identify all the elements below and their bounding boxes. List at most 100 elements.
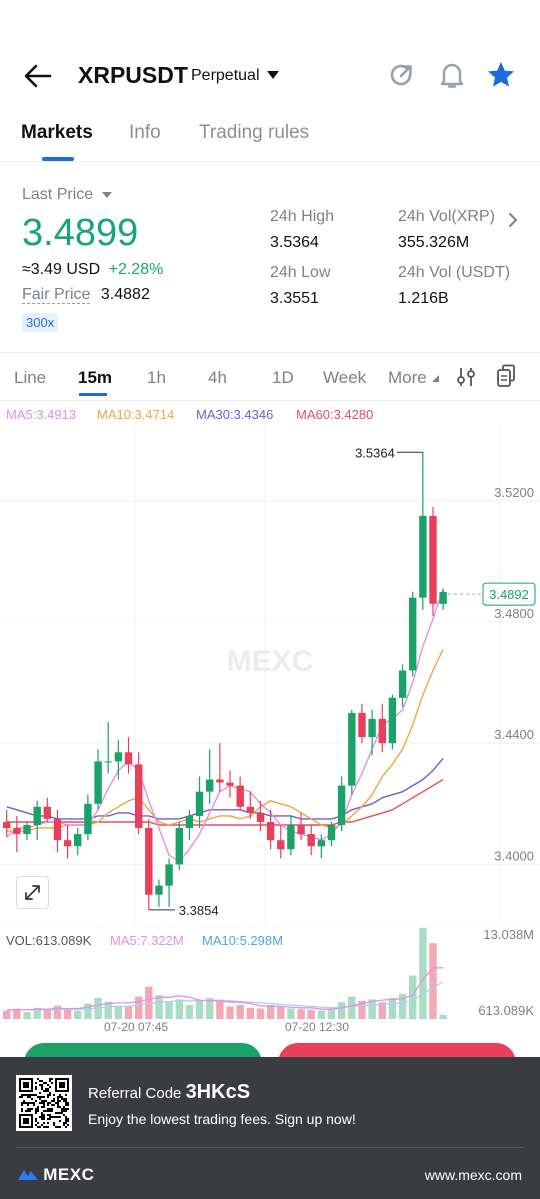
qr-module [43, 1090, 45, 1092]
qr-module [35, 1112, 37, 1114]
qr-module [45, 1126, 47, 1128]
refresh-icon[interactable] [388, 61, 416, 89]
ma60-line [6, 778, 444, 826]
tab-markets[interactable]: Markets [21, 122, 93, 143]
qr-module [41, 1116, 43, 1118]
low-marker-label: 3.3854 [179, 903, 219, 918]
volume-bar [216, 1001, 224, 1019]
qr-module [49, 1078, 51, 1080]
qr-module [55, 1112, 57, 1114]
interval-week[interactable]: Week [323, 368, 367, 387]
qr-finder [23, 1082, 29, 1088]
candle-body [398, 670, 407, 698]
volume-bar [236, 1005, 244, 1019]
volume-bar [23, 1012, 31, 1019]
qr-module [53, 1100, 55, 1102]
candle-body [94, 761, 102, 804]
volume-bar [63, 1009, 72, 1019]
candle-body [165, 864, 173, 886]
symbol-title[interactable]: XRPUSDT [78, 62, 188, 88]
fullscreen-button[interactable] [16, 876, 49, 909]
volume-bar [3, 1010, 11, 1019]
qr-module [65, 1094, 67, 1096]
qr-module [57, 1106, 59, 1108]
y-tick-label: 3.4400 [494, 727, 534, 742]
qr-module [41, 1102, 43, 1104]
qr-module [45, 1090, 47, 1092]
qr-module [41, 1086, 43, 1088]
volume-ma10-line [6, 981, 444, 1011]
candle-body [287, 825, 295, 850]
current-price-tag [482, 582, 536, 606]
change-percent: +2.28% [108, 261, 164, 278]
candlestick-chart[interactable]: MEXC 3.5200 3.4800 3.4400 3.4000 3.5364 3.38… [0, 425, 540, 925]
candle-body [378, 718, 386, 744]
contract-type-selector[interactable]: Perpetual [191, 67, 280, 85]
chevron-right-icon[interactable] [506, 211, 520, 229]
qr-module [57, 1096, 59, 1098]
last-price-selector[interactable]: Last Price [22, 186, 113, 204]
candle-body [135, 764, 143, 828]
qr-module [35, 1082, 37, 1084]
interval-4h[interactable]: 4h [208, 368, 227, 387]
qr-module [57, 1104, 59, 1106]
interval-15m[interactable]: 15m [78, 368, 113, 387]
candle-body [185, 815, 194, 828]
last-price-value: 3.4899 [22, 212, 139, 254]
qr-module [37, 1110, 39, 1112]
qr-module [41, 1112, 43, 1114]
qr-module [41, 1106, 43, 1108]
volume-chart[interactable]: 13.038M 613.089K 07-20 07:45 07-20 12:30 [0, 925, 540, 1033]
fair-price-label[interactable]: Fair Price [22, 286, 91, 304]
qr-module [43, 1082, 45, 1084]
qr-module [31, 1098, 33, 1100]
qr-module [59, 1094, 61, 1096]
back-arrow-icon[interactable] [22, 60, 54, 92]
star-icon[interactable] [486, 60, 516, 90]
qr-module [39, 1102, 41, 1104]
candle-body [195, 791, 204, 816]
volume-bar [287, 1008, 295, 1019]
qr-module [59, 1112, 61, 1114]
interval-1h[interactable]: 1h [147, 368, 166, 387]
ma30-legend: MA30:3.4346 [196, 407, 274, 422]
qr-module [49, 1080, 51, 1082]
qr-module [43, 1096, 45, 1098]
qr-finder [23, 1118, 29, 1124]
active-tab-indicator [42, 157, 74, 161]
indicator-settings-icon[interactable] [455, 366, 477, 388]
qr-module [65, 1098, 67, 1100]
referral-banner[interactable]: Referral Code 3HKcS Enjoy the lowest tra… [0, 1057, 540, 1199]
qr-module [53, 1124, 55, 1126]
qr-module [27, 1110, 29, 1112]
qr-module [35, 1100, 37, 1102]
qr-module [25, 1102, 27, 1104]
chart-copy-icon[interactable] [495, 364, 517, 388]
divider [16, 1147, 524, 1148]
candle-body [297, 825, 305, 835]
candle-body [114, 752, 123, 762]
volume-bar [206, 998, 214, 1019]
qr-module [51, 1100, 53, 1102]
tab-trading-rules[interactable]: Trading rules [199, 122, 310, 143]
qr-module [63, 1108, 65, 1110]
referral-code[interactable]: 3HKcS [185, 1081, 251, 1103]
interval-line[interactable]: Line [14, 368, 47, 387]
tab-info[interactable]: Info [129, 122, 161, 143]
interval-1d[interactable]: 1D [272, 368, 294, 387]
qr-module [63, 1100, 65, 1102]
qr-module [25, 1110, 27, 1112]
y-axis-labels: 3.5200 3.4800 3.4400 3.4000 [494, 485, 534, 864]
qr-module [31, 1108, 33, 1110]
qr-module [41, 1084, 43, 1086]
volume-bar [226, 1006, 234, 1019]
volume-bar [114, 1005, 123, 1019]
website-link[interactable]: www.mexc.com [424, 1167, 522, 1183]
qr-module [39, 1080, 41, 1082]
bell-icon[interactable] [438, 60, 466, 90]
qr-module [59, 1126, 61, 1128]
qr-module [67, 1104, 69, 1106]
interval-more[interactable]: More [388, 368, 440, 388]
candle-body [145, 828, 153, 895]
qr-module [59, 1106, 61, 1108]
